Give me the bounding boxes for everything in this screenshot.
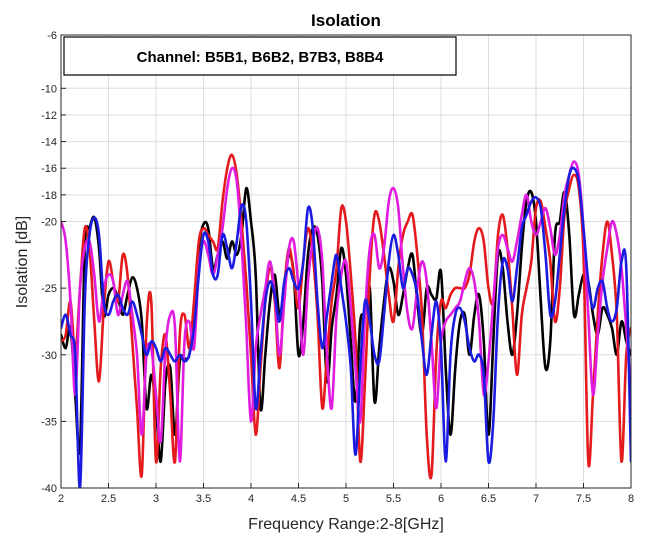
x-axis-title: Frequency Range:2-8[GHz] bbox=[248, 516, 444, 533]
tick-labels: 2 2.5 3 3.5 4 4.5 5 5.5 6 6.5 7 7.5 8 -40 -35 -30 -25 -20… bbox=[41, 30, 634, 505]
channel-annotation: Channel: B5B1, B6B2, B7B3, B8B4 bbox=[137, 49, 384, 66]
y-tick-label: -35 bbox=[41, 416, 57, 428]
series-line-3 bbox=[61, 160, 631, 463]
series-line-4 bbox=[61, 166, 631, 488]
x-tick-label: 3.5 bbox=[196, 493, 211, 505]
x-tick-label: 2.5 bbox=[101, 493, 116, 505]
series-line-2 bbox=[61, 153, 631, 480]
x-tick-label: 6.5 bbox=[481, 493, 496, 505]
y-tick-label: -10 bbox=[41, 83, 57, 95]
x-tick-label: 4 bbox=[248, 493, 254, 505]
y-tick-label: -30 bbox=[41, 350, 57, 362]
x-tick-label: 7 bbox=[533, 493, 539, 505]
x-tick-label: 2 bbox=[58, 493, 64, 505]
x-tick-label: 5.5 bbox=[386, 493, 401, 505]
x-tick-label: 6 bbox=[438, 493, 444, 505]
y-tick-label: -18 bbox=[41, 190, 57, 202]
x-tick-label: 4.5 bbox=[291, 493, 306, 505]
y-axis-title: Isolation [dB] bbox=[14, 216, 31, 309]
series-layer bbox=[61, 153, 631, 488]
x-tick-label: 3 bbox=[153, 493, 159, 505]
chart-title: Isolation bbox=[311, 11, 381, 30]
y-tick-label: -6 bbox=[47, 30, 57, 42]
annotation-box bbox=[63, 36, 457, 76]
x-tick-label: 5 bbox=[343, 493, 349, 505]
y-tick-label: -25 bbox=[41, 283, 57, 295]
y-tick-label: -14 bbox=[41, 137, 57, 149]
y-tick-label: -40 bbox=[41, 483, 57, 495]
y-tick-label: -16 bbox=[41, 163, 57, 175]
x-tick-label: 8 bbox=[628, 493, 634, 505]
y-tick-label: -20 bbox=[41, 217, 57, 229]
x-tick-label: 7.5 bbox=[576, 493, 591, 505]
y-tick-label: -12 bbox=[41, 110, 57, 122]
